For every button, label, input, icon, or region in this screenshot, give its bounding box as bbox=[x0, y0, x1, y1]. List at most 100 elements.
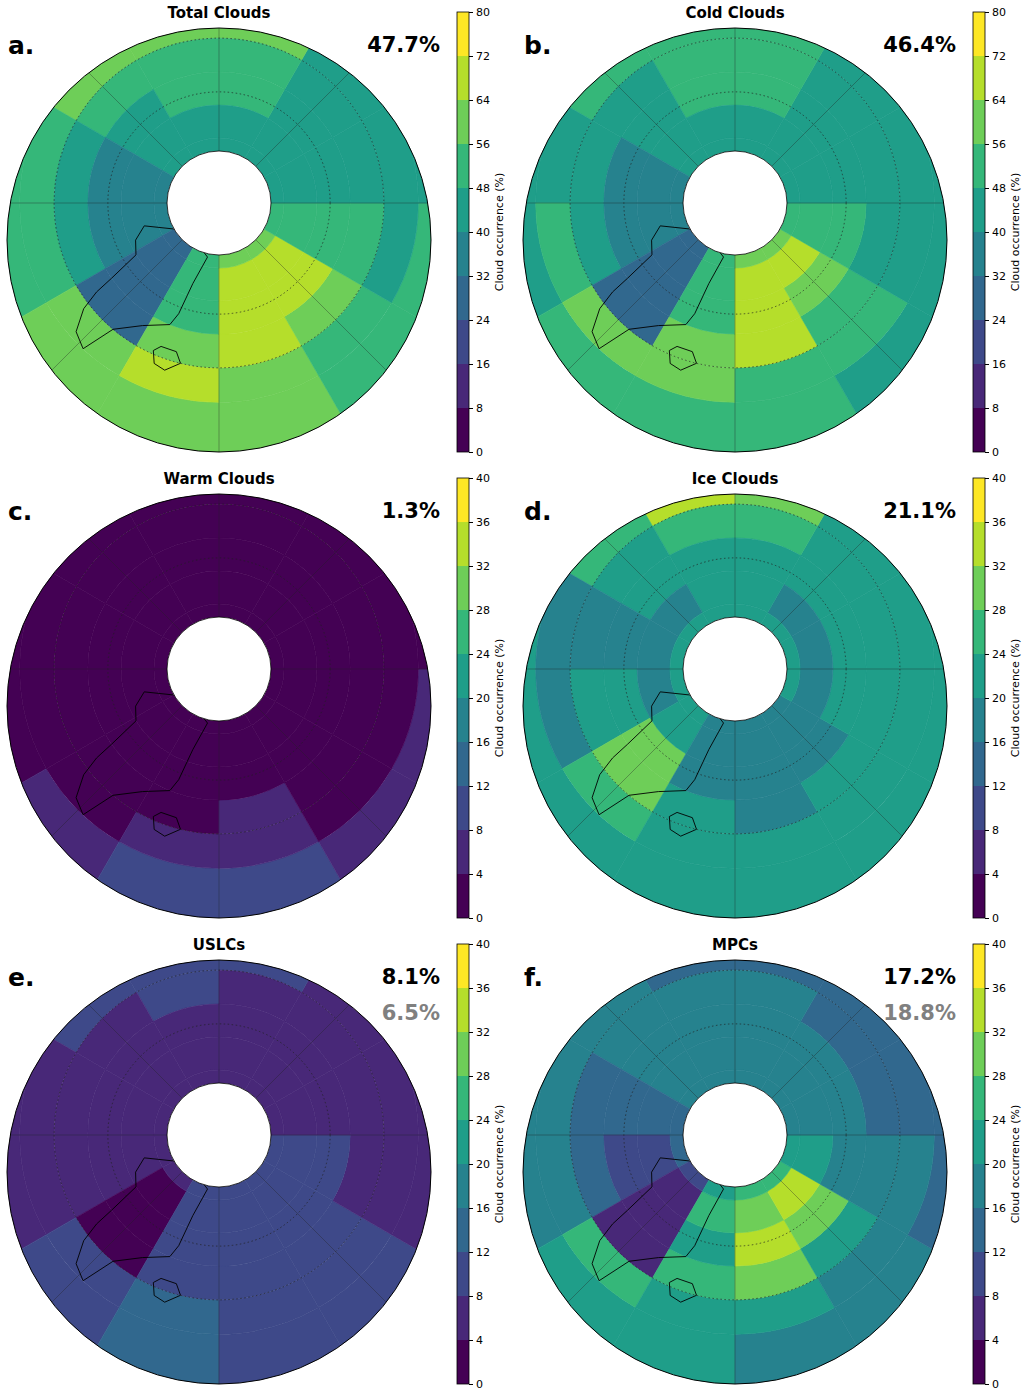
meridian bbox=[735, 1187, 736, 1398]
colorbar-bin bbox=[457, 566, 469, 610]
tick: 4 bbox=[985, 1334, 999, 1347]
tick-label: 32 bbox=[992, 1026, 1006, 1039]
tick-label: 48 bbox=[992, 182, 1006, 195]
map-area bbox=[464, 864, 1005, 1398]
tick: 40 bbox=[469, 472, 490, 485]
tick-mark bbox=[469, 364, 473, 365]
colorbar-bin bbox=[973, 874, 985, 918]
meridian bbox=[464, 669, 683, 670]
colorbar-frame bbox=[457, 12, 469, 452]
meridian bbox=[28, 478, 183, 633]
tick-label: 24 bbox=[476, 314, 490, 327]
tick-label: 4 bbox=[992, 868, 999, 881]
tick-mark bbox=[985, 1032, 989, 1033]
tick-mark bbox=[469, 786, 473, 787]
panel-label: e. bbox=[8, 963, 34, 992]
tick-mark bbox=[469, 610, 473, 611]
colorbar-bin bbox=[973, 1252, 985, 1296]
coastline bbox=[669, 1278, 696, 1302]
data-gap bbox=[683, 151, 787, 255]
cells bbox=[0, 398, 490, 939]
meridian bbox=[256, 706, 411, 861]
tick: 16 bbox=[469, 358, 490, 371]
tick-mark bbox=[985, 144, 989, 145]
tick: 32 bbox=[469, 560, 490, 573]
colorbar-bin bbox=[973, 188, 985, 232]
colorbar-bin bbox=[973, 1340, 985, 1384]
tick-mark bbox=[469, 232, 473, 233]
colorbar-bin bbox=[457, 12, 469, 56]
tick-label: 24 bbox=[476, 1114, 490, 1127]
meridian bbox=[28, 12, 183, 167]
tick: 16 bbox=[985, 1202, 1006, 1215]
tick: 32 bbox=[469, 270, 490, 283]
meridian bbox=[544, 12, 699, 167]
tick-label: 64 bbox=[476, 94, 490, 107]
colorbar-bin bbox=[457, 698, 469, 742]
meridian bbox=[219, 255, 220, 474]
colorbar-axis: 08162432404856647280 bbox=[985, 6, 1006, 459]
colorbar-bin bbox=[973, 56, 985, 100]
colorbar-title: Cloud occurrence (%) bbox=[493, 1105, 506, 1223]
colorbar-bin bbox=[973, 100, 985, 144]
tick-label: 0 bbox=[992, 912, 999, 925]
graticule bbox=[0, 864, 490, 1398]
panel: USLCse.8.1%6.5%0481216202428323640Cloud … bbox=[0, 864, 506, 1398]
tick: 20 bbox=[985, 1158, 1006, 1171]
meridian bbox=[464, 203, 683, 204]
tick: 0 bbox=[469, 446, 483, 459]
meridian bbox=[28, 944, 183, 1099]
coastline bbox=[153, 346, 180, 370]
colorbar-bin bbox=[457, 1032, 469, 1076]
cells bbox=[464, 398, 1005, 939]
meridian bbox=[0, 669, 167, 670]
tick: 12 bbox=[469, 1246, 490, 1259]
meridian bbox=[735, 0, 736, 151]
map-area bbox=[0, 398, 490, 939]
coastline bbox=[669, 346, 696, 370]
colorbar-bin bbox=[973, 232, 985, 276]
tick: 48 bbox=[469, 182, 490, 195]
tick-label: 24 bbox=[992, 1114, 1006, 1127]
colorbar-bin bbox=[973, 698, 985, 742]
colorbar-bin bbox=[973, 1120, 985, 1164]
colorbar-bin bbox=[457, 320, 469, 364]
meridian bbox=[219, 0, 220, 151]
tick: 12 bbox=[469, 780, 490, 793]
meridian bbox=[544, 1172, 699, 1327]
meridian bbox=[28, 706, 183, 861]
graticule bbox=[464, 398, 1005, 939]
tick: 4 bbox=[985, 868, 999, 881]
tick-mark bbox=[469, 452, 473, 453]
tick-label: 32 bbox=[476, 270, 490, 283]
panel-label: a. bbox=[8, 31, 34, 60]
tick: 8 bbox=[469, 1290, 483, 1303]
tick: 16 bbox=[985, 358, 1006, 371]
tick-mark bbox=[985, 1252, 989, 1253]
tick: 64 bbox=[469, 94, 490, 107]
map-boundary bbox=[7, 28, 431, 452]
colorbar-title: Cloud occurrence (%) bbox=[1009, 173, 1022, 291]
tick-mark bbox=[469, 1296, 473, 1297]
tick-label: 56 bbox=[476, 138, 490, 151]
tick: 8 bbox=[985, 824, 999, 837]
tick-mark bbox=[469, 56, 473, 57]
tick: 24 bbox=[469, 648, 490, 661]
meridian bbox=[256, 1172, 411, 1327]
panel-title: Ice Clouds bbox=[692, 470, 779, 488]
mean-occurrence: 6.5% bbox=[382, 1001, 440, 1025]
map-boundary bbox=[7, 960, 431, 1384]
colorbar-axis: 0481216202428323640 bbox=[469, 938, 490, 1391]
tick-mark bbox=[469, 1120, 473, 1121]
tick: 8 bbox=[985, 1290, 999, 1303]
tick: 8 bbox=[469, 824, 483, 837]
tick-label: 40 bbox=[992, 938, 1006, 951]
colorbar-bin bbox=[973, 566, 985, 610]
colorbar-bin bbox=[973, 12, 985, 56]
tick-mark bbox=[469, 100, 473, 101]
tick: 80 bbox=[469, 6, 490, 19]
tick-mark bbox=[469, 944, 473, 945]
tick-mark bbox=[469, 1164, 473, 1165]
tick-mark bbox=[985, 698, 989, 699]
tick-mark bbox=[985, 522, 989, 523]
